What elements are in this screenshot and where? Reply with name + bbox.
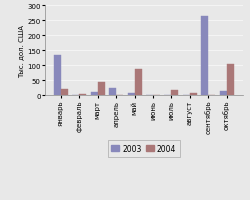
- Bar: [54, 56, 61, 96]
- Y-axis label: Тыс. дол. США: Тыс. дол. США: [18, 25, 24, 77]
- Bar: [220, 92, 226, 96]
- Bar: [109, 88, 116, 96]
- Bar: [171, 91, 178, 96]
- Legend: 2003, 2004: 2003, 2004: [108, 140, 180, 157]
- Bar: [128, 94, 134, 96]
- Bar: [164, 95, 171, 96]
- Bar: [201, 17, 208, 96]
- Bar: [134, 70, 141, 96]
- Bar: [91, 92, 98, 96]
- Bar: [79, 94, 86, 96]
- Bar: [226, 64, 234, 96]
- Bar: [61, 89, 68, 96]
- Bar: [98, 82, 105, 96]
- Bar: [190, 93, 197, 96]
